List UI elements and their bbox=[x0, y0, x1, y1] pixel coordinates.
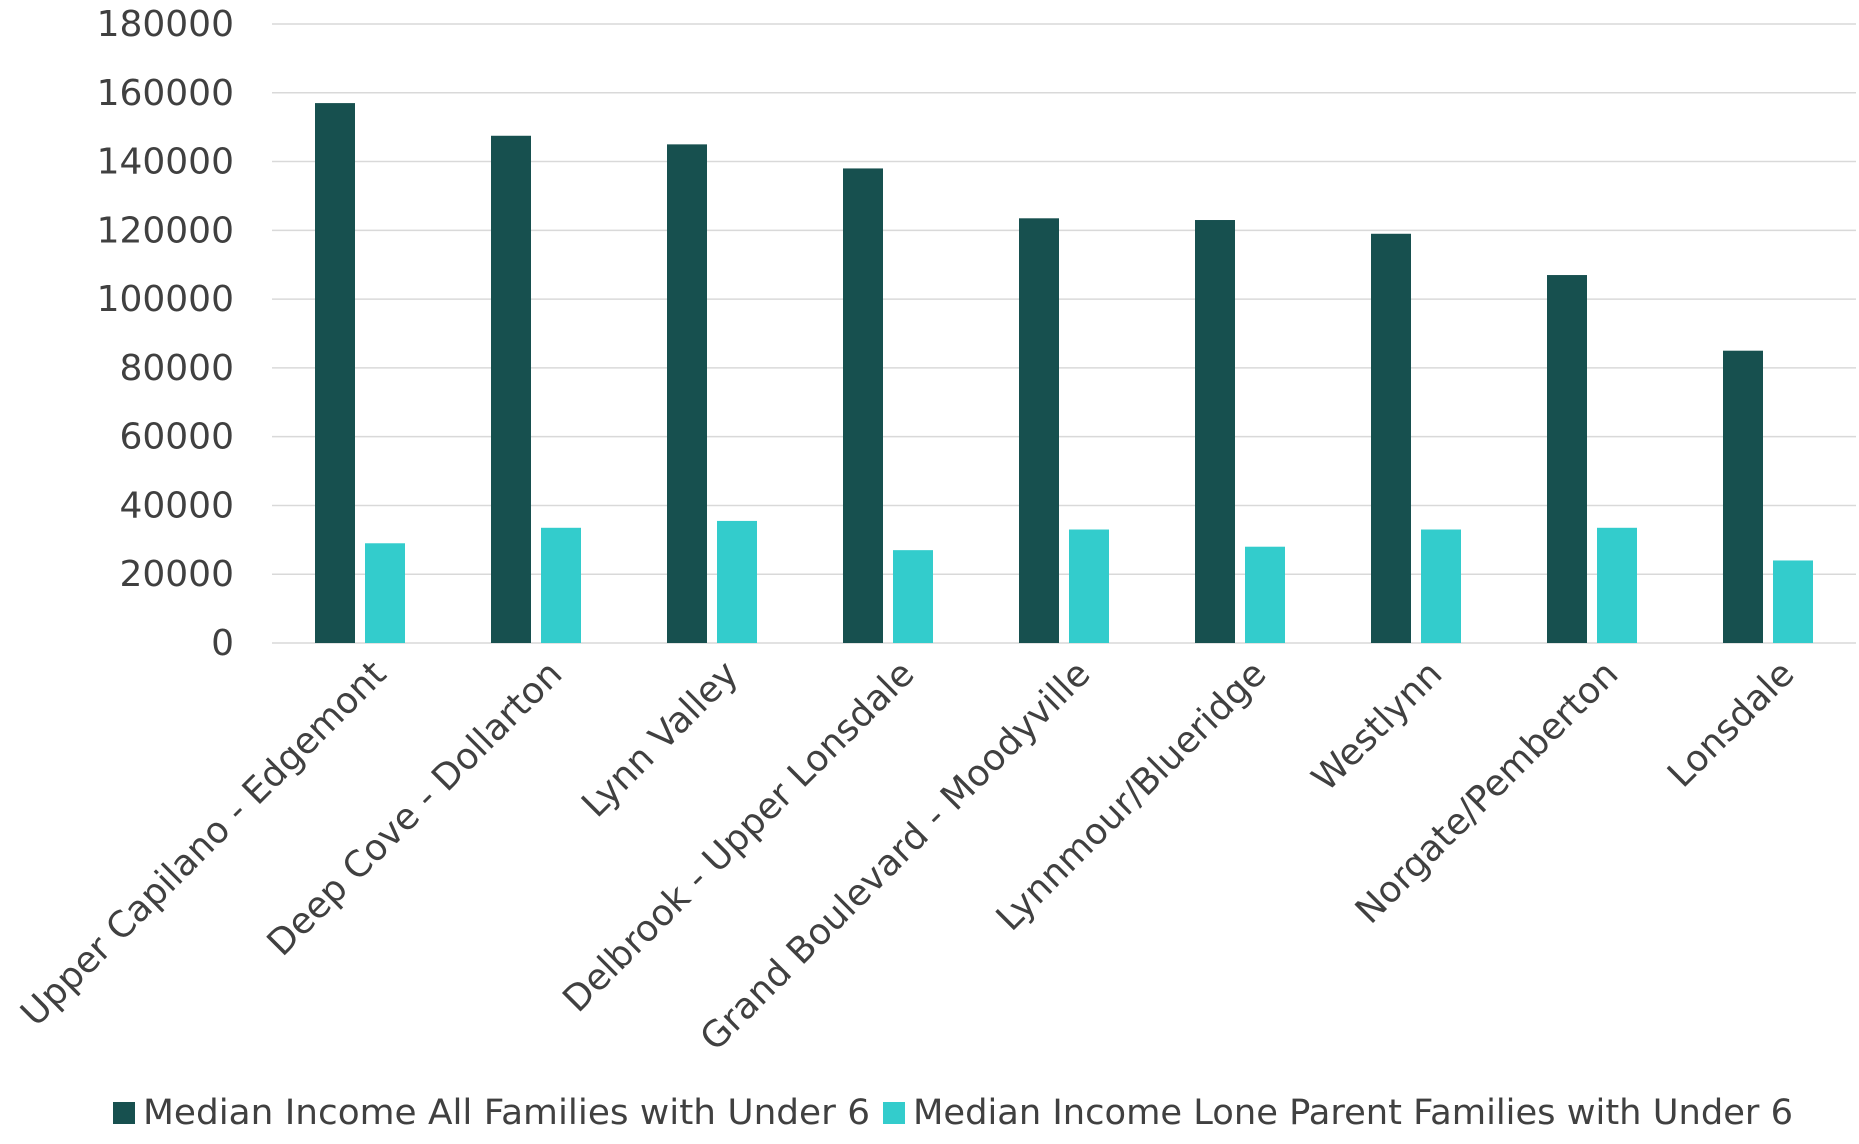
x-category-label: Lynn Valley bbox=[574, 653, 746, 825]
y-tick-label: 80000 bbox=[119, 348, 234, 389]
bar-all-families-3 bbox=[843, 168, 883, 643]
legend-label-all-families: Median Income All Families with Under 6 bbox=[143, 1093, 870, 1133]
bar-all-families-0 bbox=[315, 103, 355, 644]
bar-lone-parent-4 bbox=[1069, 529, 1109, 643]
y-tick-label: 140000 bbox=[97, 142, 234, 183]
y-tick-label: 180000 bbox=[97, 4, 234, 45]
bar-lone-parent-0 bbox=[365, 543, 405, 643]
bar-lone-parent-3 bbox=[893, 550, 933, 643]
legend: Median Income All Families with Under 6 … bbox=[113, 1093, 1793, 1133]
x-category-label: Delbrook - Upper Lonsdale bbox=[555, 653, 922, 1020]
y-axis-tick-labels: 0 20000 40000 60000 80000 100000 120000 140000 1… bbox=[97, 4, 234, 664]
y-tick-label: 40000 bbox=[119, 485, 234, 526]
bar-all-families-5 bbox=[1195, 220, 1235, 643]
y-tick-label: 100000 bbox=[97, 279, 234, 320]
y-tick-label: 120000 bbox=[97, 210, 234, 251]
legend-swatch-all-families bbox=[113, 1102, 135, 1124]
bar-lone-parent-1 bbox=[541, 527, 581, 643]
bar-lone-parent-2 bbox=[717, 520, 757, 643]
bar-all-families-2 bbox=[667, 144, 707, 643]
y-tick-label: 60000 bbox=[119, 417, 234, 458]
bars bbox=[315, 103, 1813, 644]
bar-lone-parent-5 bbox=[1245, 546, 1285, 643]
bar-lone-parent-6 bbox=[1421, 529, 1461, 643]
y-tick-label: 0 bbox=[211, 623, 234, 664]
gridlines bbox=[272, 23, 1856, 644]
y-tick-label: 20000 bbox=[119, 554, 234, 595]
bar-lone-parent-8 bbox=[1773, 560, 1813, 643]
bar-all-families-6 bbox=[1371, 233, 1411, 643]
x-category-label: Grand Boulevard - Moodyville bbox=[693, 653, 1099, 1059]
y-tick-label: 160000 bbox=[97, 73, 234, 114]
bar-lone-parent-7 bbox=[1597, 527, 1637, 643]
legend-swatch-lone-parent bbox=[883, 1102, 905, 1124]
legend-label-lone-parent: Median Income Lone Parent Families with … bbox=[913, 1093, 1793, 1133]
x-category-label: Westlynn bbox=[1304, 653, 1450, 799]
bar-all-families-8 bbox=[1723, 350, 1763, 643]
x-category-label: Lonsdale bbox=[1660, 653, 1802, 795]
bar-all-families-7 bbox=[1547, 275, 1587, 643]
bar-all-families-4 bbox=[1019, 218, 1059, 643]
x-category-label: Upper Capilano - Edgemont bbox=[13, 653, 394, 1034]
x-category-label: Deep Cove - Dollarton bbox=[260, 653, 571, 964]
bar-all-families-1 bbox=[491, 135, 531, 643]
